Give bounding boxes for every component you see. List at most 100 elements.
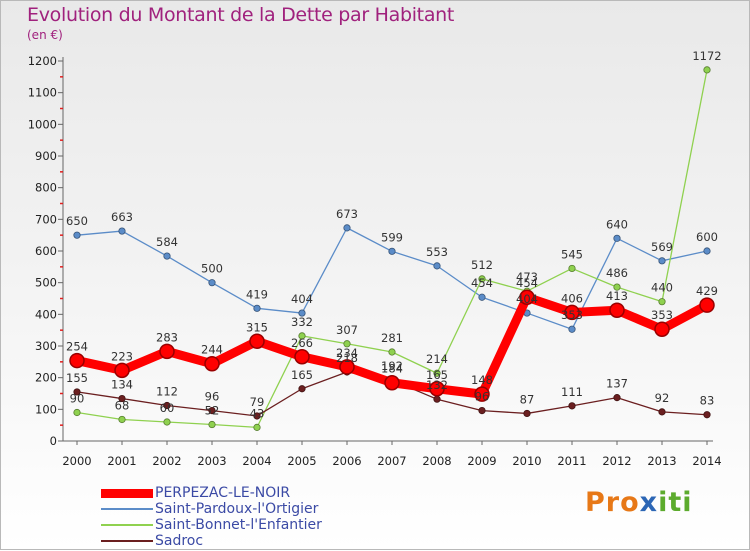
- data-point-perpezac-le-noir: [429, 381, 445, 397]
- x-tick-label: 2001: [107, 454, 136, 468]
- data-point-sadroc: [658, 408, 666, 416]
- data-label-sadroc: 96: [475, 390, 490, 404]
- proxiti-logo: Proxiti: [585, 487, 693, 518]
- data-point-saint-bonnet-l-enfantier: [658, 298, 666, 306]
- data-label-perpezac-le-noir: 234: [336, 346, 358, 360]
- data-point-sadroc: [253, 412, 261, 420]
- data-label-perpezac-le-noir: 353: [651, 308, 673, 322]
- y-tick-label: 500: [35, 276, 57, 290]
- x-tick-label: 2002: [152, 454, 181, 468]
- data-label-perpezac-le-noir: 223: [111, 349, 133, 363]
- data-label-perpezac-le-noir: 254: [66, 340, 88, 354]
- data-point-saint-bonnet-l-enfantier: [478, 275, 486, 283]
- data-label-saint-pardoux-l-ortigier: 584: [156, 235, 178, 249]
- x-tick-label: 2005: [287, 454, 316, 468]
- data-label-saint-bonnet-l-enfantier: 68: [115, 398, 130, 412]
- data-point-perpezac-le-noir: [249, 333, 265, 349]
- data-point-sadroc: [568, 402, 576, 410]
- x-tick-label: 2008: [422, 454, 451, 468]
- data-point-saint-bonnet-l-enfantier: [433, 369, 441, 377]
- x-tick-label: 2009: [467, 454, 496, 468]
- data-point-saint-bonnet-l-enfantier: [298, 332, 306, 340]
- y-tick-label: 900: [35, 149, 57, 163]
- y-tick-label: 100: [35, 402, 57, 416]
- legend-swatch: [101, 540, 153, 542]
- data-label-sadroc: 192: [381, 359, 403, 373]
- y-tick-label: 800: [35, 181, 57, 195]
- data-point-saint-bonnet-l-enfantier: [613, 283, 621, 291]
- data-point-sadroc: [433, 395, 441, 403]
- data-point-saint-bonnet-l-enfantier: [163, 418, 171, 426]
- data-point-saint-bonnet-l-enfantier: [73, 408, 81, 417]
- data-label-saint-bonnet-l-enfantier: 1172: [692, 49, 721, 63]
- data-point-saint-bonnet-l-enfantier: [388, 348, 396, 356]
- data-label-saint-pardoux-l-ortigier: 640: [606, 217, 628, 231]
- data-point-sadroc: [73, 388, 81, 396]
- data-point-saint-pardoux-l-ortigier: [433, 262, 441, 270]
- data-label-sadroc: 112: [156, 385, 178, 399]
- data-label-sadroc: 137: [606, 377, 628, 391]
- data-point-saint-bonnet-l-enfantier: [343, 340, 351, 348]
- data-label-saint-pardoux-l-ortigier: 353: [561, 308, 583, 322]
- x-tick-label: 2000: [62, 454, 91, 468]
- data-label-saint-pardoux-l-ortigier: 673: [336, 207, 358, 221]
- data-point-sadroc: [523, 409, 531, 418]
- data-label-saint-pardoux-l-ortigier: 569: [651, 240, 673, 254]
- data-point-saint-bonnet-l-enfantier: [208, 420, 216, 429]
- data-point-perpezac-le-noir: [114, 362, 130, 379]
- y-tick-label: 400: [35, 307, 57, 321]
- data-point-perpezac-le-noir: [294, 349, 310, 365]
- data-label-perpezac-le-noir: 165: [426, 368, 448, 382]
- data-point-saint-pardoux-l-ortigier: [613, 234, 621, 242]
- data-label-saint-bonnet-l-enfantier: 281: [381, 331, 403, 345]
- data-point-saint-pardoux-l-ortigier: [253, 304, 261, 312]
- data-label-perpezac-le-noir: 315: [246, 320, 268, 334]
- data-point-perpezac-le-noir: [384, 374, 400, 391]
- legend-swatch: [101, 524, 153, 526]
- data-label-perpezac-le-noir: 413: [606, 289, 628, 303]
- data-point-perpezac-le-noir: [609, 302, 625, 318]
- data-point-sadroc: [118, 394, 126, 403]
- data-point-saint-bonnet-l-enfantier: [118, 415, 126, 424]
- data-label-saint-pardoux-l-ortigier: 404: [516, 292, 538, 306]
- data-label-saint-pardoux-l-ortigier: 553: [426, 245, 448, 259]
- data-point-perpezac-le-noir: [699, 297, 715, 313]
- data-label-saint-bonnet-l-enfantier: 307: [336, 323, 358, 337]
- x-tick-label: 2003: [197, 454, 226, 468]
- x-tick-label: 2006: [332, 454, 361, 468]
- data-label-saint-bonnet-l-enfantier: 473: [516, 270, 538, 284]
- x-tick-label: 2007: [377, 454, 406, 468]
- data-point-perpezac-le-noir: [69, 352, 85, 369]
- chart-title: Evolution du Montant de la Dette par Hab…: [27, 4, 455, 26]
- data-label-perpezac-le-noir: 406: [561, 291, 583, 305]
- legend-label: PERPEZAC-LE-NOIR: [155, 485, 291, 501]
- data-point-saint-pardoux-l-ortigier: [208, 279, 216, 287]
- data-label-sadroc: 92: [655, 391, 670, 405]
- data-label-sadroc: 111: [561, 385, 583, 399]
- data-point-saint-pardoux-l-ortigier: [298, 309, 306, 317]
- data-label-perpezac-le-noir: 244: [201, 343, 223, 357]
- data-point-perpezac-le-noir: [519, 289, 535, 305]
- data-point-perpezac-le-noir: [339, 359, 355, 375]
- data-label-perpezac-le-noir: 283: [156, 330, 178, 344]
- data-point-perpezac-le-noir: [564, 304, 580, 321]
- data-point-perpezac-le-noir: [474, 386, 490, 402]
- data-point-sadroc: [478, 406, 486, 415]
- x-tick-label: 2014: [692, 454, 721, 468]
- data-label-sadroc: 165: [291, 368, 313, 382]
- data-point-saint-bonnet-l-enfantier: [703, 66, 711, 74]
- y-tick-label: 0: [50, 434, 57, 448]
- legend-label: Sadroc: [155, 533, 204, 549]
- data-label-saint-bonnet-l-enfantier: 60: [160, 401, 175, 415]
- data-label-saint-pardoux-l-ortigier: 600: [696, 230, 718, 244]
- data-point-saint-pardoux-l-ortigier: [73, 231, 81, 239]
- data-point-saint-bonnet-l-enfantier: [253, 423, 261, 431]
- data-point-perpezac-le-noir: [204, 355, 220, 372]
- data-label-saint-bonnet-l-enfantier: 440: [651, 281, 673, 295]
- data-label-perpezac-le-noir: 429: [696, 284, 718, 298]
- data-label-sadroc: 155: [66, 371, 88, 385]
- data-point-saint-pardoux-l-ortigier: [658, 257, 666, 265]
- data-label-saint-bonnet-l-enfantier: 214: [426, 352, 448, 366]
